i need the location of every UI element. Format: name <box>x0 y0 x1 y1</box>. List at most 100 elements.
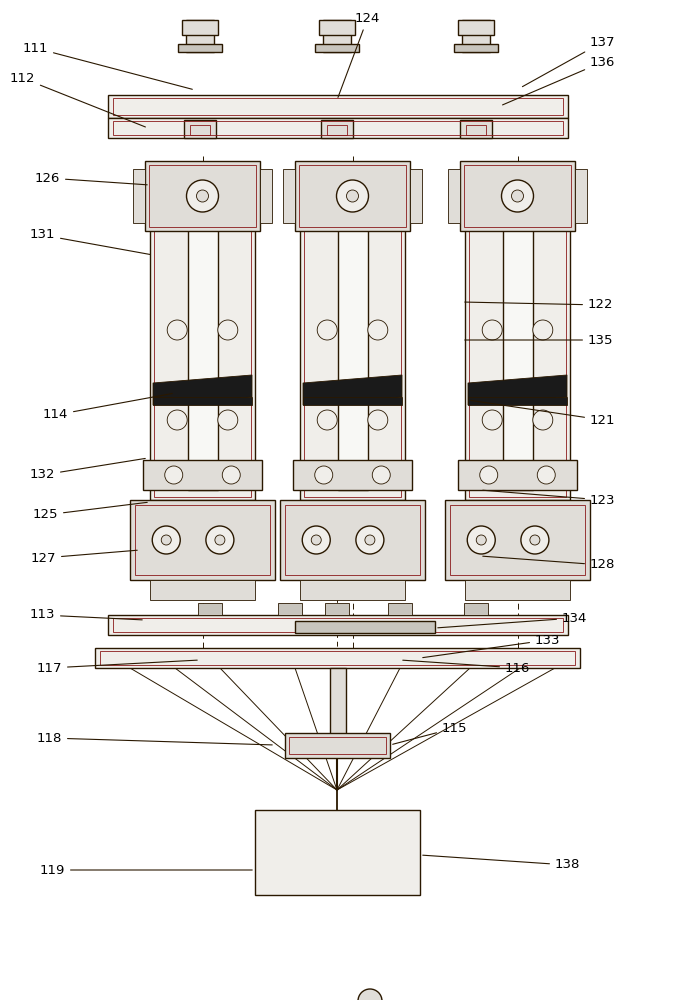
Bar <box>304 189 401 497</box>
Bar <box>178 44 222 52</box>
Text: 112: 112 <box>9 72 145 127</box>
Circle shape <box>186 180 219 212</box>
Circle shape <box>317 410 337 430</box>
Bar <box>460 161 575 231</box>
Text: 113: 113 <box>30 608 142 621</box>
Circle shape <box>356 526 384 554</box>
Text: 126: 126 <box>34 172 147 185</box>
Bar <box>285 505 420 575</box>
Bar <box>458 460 577 490</box>
Bar <box>289 737 386 754</box>
Text: 135: 135 <box>465 334 614 347</box>
Bar <box>188 186 217 490</box>
Bar <box>454 44 498 52</box>
Bar <box>468 397 567 405</box>
Bar <box>278 603 302 615</box>
Circle shape <box>315 466 332 484</box>
Circle shape <box>162 535 171 545</box>
Circle shape <box>482 320 502 340</box>
Text: 114: 114 <box>42 394 172 422</box>
Text: 132: 132 <box>30 458 145 482</box>
Circle shape <box>215 535 225 545</box>
Polygon shape <box>303 375 402 405</box>
Bar <box>464 165 571 227</box>
Text: 115: 115 <box>392 722 468 744</box>
Text: 111: 111 <box>22 41 192 89</box>
Text: 136: 136 <box>503 55 615 105</box>
Circle shape <box>533 410 553 430</box>
Text: 131: 131 <box>30 229 150 255</box>
Bar <box>450 505 585 575</box>
Bar <box>465 186 570 500</box>
Bar <box>295 621 435 633</box>
Circle shape <box>511 190 524 202</box>
Text: 138: 138 <box>423 855 580 871</box>
Circle shape <box>165 466 183 484</box>
Bar <box>448 169 460 223</box>
Text: 128: 128 <box>483 556 615 572</box>
Bar <box>327 125 347 135</box>
Bar <box>300 186 405 500</box>
Bar <box>319 20 355 35</box>
Circle shape <box>537 466 555 484</box>
Bar <box>321 120 353 138</box>
Bar <box>133 169 145 223</box>
Text: 123: 123 <box>483 490 616 506</box>
Bar <box>325 603 349 615</box>
Bar <box>464 603 488 615</box>
Circle shape <box>347 190 359 202</box>
Bar <box>388 603 412 615</box>
Bar <box>182 20 218 35</box>
Circle shape <box>501 180 534 212</box>
Text: 124: 124 <box>338 11 380 97</box>
Circle shape <box>358 989 382 1000</box>
Bar <box>410 169 422 223</box>
Bar <box>113 98 563 115</box>
Bar <box>95 648 580 668</box>
Text: 117: 117 <box>36 660 197 674</box>
Circle shape <box>368 410 388 430</box>
Bar <box>153 397 252 405</box>
Bar <box>108 118 568 138</box>
Circle shape <box>533 320 553 340</box>
Bar <box>295 161 410 231</box>
Circle shape <box>467 526 495 554</box>
Bar <box>260 169 272 223</box>
Text: 122: 122 <box>465 298 614 312</box>
Circle shape <box>152 526 180 554</box>
Circle shape <box>476 535 487 545</box>
Bar <box>186 20 214 52</box>
Circle shape <box>197 190 209 202</box>
Bar <box>300 580 405 600</box>
Bar <box>135 505 270 575</box>
Bar <box>150 186 255 500</box>
Bar <box>315 44 359 52</box>
Circle shape <box>206 526 234 554</box>
Bar <box>285 733 390 758</box>
Bar <box>149 165 256 227</box>
Bar <box>323 20 351 52</box>
Bar <box>462 20 490 52</box>
Bar <box>458 20 494 35</box>
Circle shape <box>218 410 238 430</box>
Bar <box>503 186 532 490</box>
Bar <box>337 186 367 490</box>
Text: 134: 134 <box>437 611 588 628</box>
Polygon shape <box>468 375 567 405</box>
Circle shape <box>218 320 238 340</box>
Circle shape <box>521 526 549 554</box>
Text: 121: 121 <box>470 400 616 426</box>
Polygon shape <box>153 375 252 405</box>
Bar <box>113 121 563 135</box>
Text: 137: 137 <box>522 35 616 87</box>
Bar <box>154 189 251 497</box>
Bar <box>108 615 568 635</box>
Bar <box>143 460 262 490</box>
Circle shape <box>372 466 390 484</box>
Bar <box>100 651 575 665</box>
Circle shape <box>480 466 498 484</box>
Bar <box>465 580 570 600</box>
Bar <box>108 95 568 118</box>
Bar <box>466 125 486 135</box>
Circle shape <box>530 535 540 545</box>
